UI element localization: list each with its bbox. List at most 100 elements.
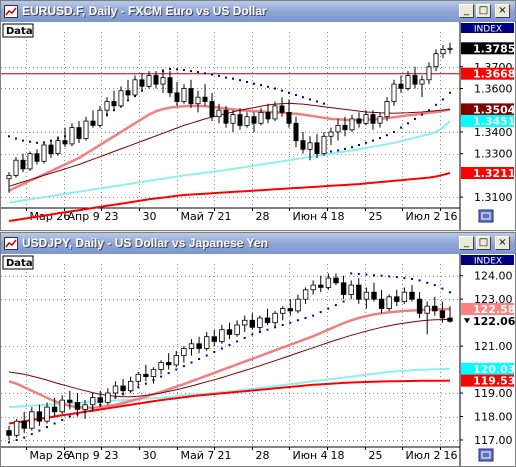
psar-dot: [449, 91, 451, 94]
x-tick-label: 23: [105, 210, 119, 223]
candle: [36, 404, 43, 426]
psar-dot: [289, 321, 292, 324]
price-marker-label: 119.53: [473, 375, 515, 388]
close-button[interactable]: ×: [495, 236, 510, 250]
y-tick-label: 1.3100: [474, 191, 513, 204]
y-tick-label: 121.00: [474, 340, 513, 353]
candle: [135, 371, 141, 386]
psar-dot: [426, 281, 429, 284]
candle-body: [405, 75, 411, 89]
candle-body: [150, 369, 157, 377]
minimize-button[interactable]: _: [459, 236, 474, 250]
price-marker-label: 1.3785: [473, 42, 515, 55]
psar-dot: [246, 81, 248, 83]
psar-dot: [38, 429, 41, 432]
candle-body: [128, 380, 134, 392]
candle: [41, 142, 47, 164]
candle-body: [209, 101, 215, 118]
candle: [153, 71, 159, 89]
y-tick-label: 1.3400: [474, 126, 513, 139]
candle: [371, 282, 377, 302]
candle: [447, 42, 453, 54]
candle: [391, 79, 397, 106]
psar-dot: [393, 131, 395, 133]
psar-dot: [236, 340, 239, 343]
candle: [356, 278, 362, 304]
psar-dot: [319, 311, 322, 314]
psar-dot: [183, 69, 185, 71]
minimize-button[interactable]: _: [459, 4, 474, 18]
candle-body: [433, 53, 439, 68]
y-tick-label: 124.00: [474, 270, 513, 283]
candle-body: [195, 96, 201, 105]
candle: [13, 418, 20, 438]
psar-dot: [442, 98, 444, 101]
candle-body: [181, 348, 187, 356]
candle-body: [226, 329, 233, 335]
candle: [209, 92, 215, 122]
candle: [139, 73, 145, 91]
candle-body: [67, 399, 73, 403]
data-label: Data: [6, 258, 33, 269]
candle: [118, 86, 124, 109]
candle: [447, 306, 453, 323]
psar-dot: [213, 351, 216, 353]
scroll-to-end-icon: [481, 212, 491, 220]
candle-body: [279, 308, 286, 314]
x-tick-label: 30: [143, 449, 157, 462]
candle-body: [287, 308, 293, 312]
candle: [223, 105, 229, 128]
candle: [318, 275, 324, 293]
window-titlebar[interactable]: EURUSD.F, Daily - FXCM Euro vs US Dollar…: [1, 1, 515, 22]
candle-body: [125, 90, 131, 96]
x-tick-label: 16: [444, 449, 458, 462]
candle-body: [340, 282, 347, 295]
candle-body: [139, 79, 145, 87]
candle-body: [272, 105, 278, 120]
psar-dot: [144, 382, 147, 385]
candle: [401, 287, 408, 304]
chart-window-eurusd[interactable]: EURUSD.F, Daily - FXCM Euro vs US Dollar…: [0, 0, 516, 231]
candle: [426, 62, 432, 85]
candle-body: [97, 109, 103, 126]
psar-dot: [127, 99, 129, 102]
candle-body: [69, 127, 75, 145]
y-tick-label: 118.00: [474, 411, 513, 424]
candle-body: [146, 75, 152, 87]
price-marker: [461, 67, 514, 80]
x-tick-label: 28: [256, 449, 270, 462]
candle: [211, 329, 217, 347]
price-marker: [461, 114, 514, 127]
chart-window-usdjpy[interactable]: USDJPY, Daily - US Dollar vs Japanese Ye…: [0, 232, 516, 467]
candle-body: [264, 317, 271, 324]
psar-dot: [182, 365, 185, 368]
psar-dot: [190, 70, 192, 73]
candle-body: [426, 66, 432, 81]
psar-dot: [372, 139, 374, 142]
maximize-button[interactable]: □: [476, 236, 491, 250]
price-marker-label: 1.3451: [473, 115, 515, 128]
maximize-button[interactable]: □: [476, 4, 491, 18]
psar-dot: [449, 291, 451, 294]
data-box: [2, 23, 34, 38]
psar-dot: [169, 67, 171, 70]
close-button[interactable]: ×: [495, 4, 510, 18]
candle: [6, 172, 12, 193]
psar-dot: [22, 139, 24, 142]
window-titlebar[interactable]: USDJPY, Daily - US Dollar vs Japanese Ye…: [1, 233, 515, 254]
psar-dot: [218, 74, 220, 77]
candle: [20, 153, 26, 173]
candle-body: [432, 305, 438, 312]
psar-dot: [342, 300, 345, 303]
candle: [302, 287, 309, 304]
candle-body: [419, 79, 425, 85]
candle: [272, 310, 278, 328]
candle-body: [386, 296, 392, 309]
candle-body: [90, 397, 96, 406]
candle-body: [342, 125, 348, 131]
candle: [219, 325, 225, 344]
candle: [241, 315, 248, 333]
psar-dot: [358, 144, 360, 146]
